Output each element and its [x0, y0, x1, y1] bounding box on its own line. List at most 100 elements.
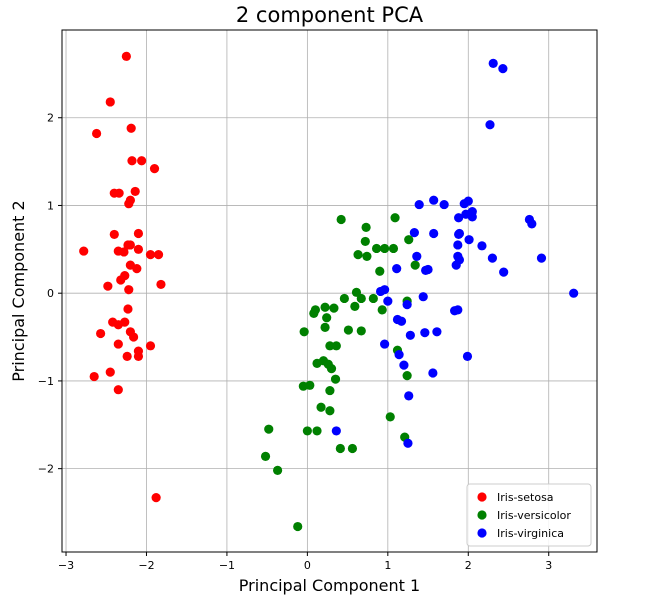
point-iris-virginica — [488, 58, 498, 68]
point-iris-versicolor — [325, 406, 335, 416]
point-iris-virginica — [453, 240, 463, 250]
point-iris-versicolor — [305, 380, 315, 390]
legend-label: Iris-versicolor — [497, 509, 571, 522]
point-iris-versicolor — [330, 374, 341, 384]
point-iris-versicolor — [320, 322, 330, 333]
point-iris-virginica — [403, 438, 413, 448]
point-iris-virginica — [380, 339, 390, 349]
point-iris-versicolor — [377, 305, 387, 315]
point-iris-versicolor — [371, 243, 382, 254]
x-tick-label: 0 — [304, 559, 311, 572]
x-tick-label: 3 — [545, 559, 552, 572]
legend-box — [466, 483, 592, 547]
point-iris-virginica — [454, 213, 464, 223]
point-iris-setosa — [126, 123, 136, 133]
point-iris-virginica — [383, 296, 393, 306]
x-tick-label: 1 — [384, 559, 391, 572]
point-iris-versicolor — [380, 243, 390, 254]
point-iris-setosa — [121, 51, 131, 61]
point-iris-versicolor — [390, 213, 400, 223]
point-iris-setosa — [125, 240, 135, 250]
x-tick-label: −1 — [219, 559, 235, 572]
point-iris-virginica — [375, 286, 386, 297]
point-iris-virginica — [536, 253, 547, 263]
point-iris-setosa — [96, 328, 106, 339]
x-tick-label: 2 — [465, 559, 472, 572]
point-iris-setosa — [132, 264, 142, 274]
point-iris-virginica — [418, 292, 428, 302]
point-iris-versicolor — [329, 303, 339, 313]
point-iris-virginica — [477, 241, 487, 251]
point-iris-setosa — [113, 385, 123, 395]
point-iris-virginica — [420, 328, 430, 338]
point-iris-versicolor — [312, 358, 322, 368]
point-iris-setosa — [124, 199, 134, 209]
point-iris-versicolor — [325, 385, 335, 396]
point-iris-versicolor — [331, 341, 341, 351]
point-iris-virginica — [461, 209, 471, 219]
point-iris-virginica — [429, 228, 439, 239]
point-iris-virginica — [499, 267, 509, 277]
point-iris-versicolor — [402, 371, 412, 381]
point-iris-setosa — [130, 186, 140, 197]
point-iris-versicolor — [260, 451, 271, 461]
y-axis-label: Principal Component 2 — [9, 200, 28, 381]
point-iris-setosa — [123, 304, 133, 314]
point-iris-virginica — [423, 264, 433, 275]
point-iris-versicolor — [309, 308, 319, 318]
point-iris-setosa — [79, 246, 89, 256]
legend-marker — [477, 510, 487, 520]
point-iris-virginica — [453, 305, 463, 315]
point-iris-setosa — [105, 97, 115, 107]
point-iris-virginica — [404, 391, 414, 401]
point-iris-virginica — [331, 426, 341, 436]
point-iris-virginica — [524, 214, 535, 225]
point-iris-versicolor — [264, 424, 274, 434]
point-iris-versicolor — [347, 443, 358, 454]
y-tick-label: 1 — [47, 199, 54, 212]
point-iris-virginica — [402, 299, 412, 310]
point-iris-setosa — [114, 188, 124, 198]
point-iris-setosa — [149, 164, 160, 174]
grid-lines — [62, 30, 597, 552]
x-tick-label: −2 — [138, 559, 154, 572]
point-iris-setosa — [156, 279, 166, 290]
point-iris-setosa — [103, 281, 113, 291]
y-tick-label: −1 — [38, 375, 54, 388]
point-iris-versicolor — [362, 251, 372, 261]
point-iris-virginica — [485, 120, 495, 130]
point-iris-virginica — [399, 360, 409, 370]
point-iris-versicolor — [343, 325, 354, 335]
point-iris-virginica — [392, 264, 402, 274]
point-iris-setosa — [109, 229, 119, 240]
point-iris-virginica — [409, 228, 419, 238]
point-iris-setosa — [91, 128, 102, 139]
point-iris-setosa — [133, 228, 144, 239]
chart-title: 2 component PCA — [236, 3, 424, 27]
point-iris-virginica — [464, 235, 474, 245]
point-iris-setosa — [153, 249, 164, 260]
legend-label: Iris-virginica — [497, 527, 564, 540]
y-tick-label: −2 — [38, 463, 54, 476]
point-iris-versicolor — [360, 236, 370, 247]
point-iris-virginica — [454, 229, 464, 240]
point-iris-versicolor — [375, 266, 385, 276]
scatter-points — [79, 51, 579, 532]
plot-frame — [61, 29, 598, 553]
point-iris-virginica — [405, 330, 415, 340]
point-iris-virginica — [459, 199, 469, 209]
point-iris-virginica — [414, 199, 424, 210]
point-iris-virginica — [462, 351, 473, 361]
point-iris-virginica — [394, 350, 404, 360]
point-iris-setosa — [105, 367, 115, 377]
point-iris-versicolor — [356, 326, 366, 336]
point-iris-versicolor — [404, 235, 414, 245]
point-iris-versicolor — [335, 443, 345, 454]
point-iris-virginica — [439, 199, 449, 210]
point-iris-setosa — [129, 332, 139, 342]
point-iris-versicolor — [368, 293, 378, 304]
point-iris-versicolor — [312, 426, 322, 436]
point-iris-versicolor — [302, 426, 312, 436]
point-iris-versicolor — [316, 402, 326, 412]
